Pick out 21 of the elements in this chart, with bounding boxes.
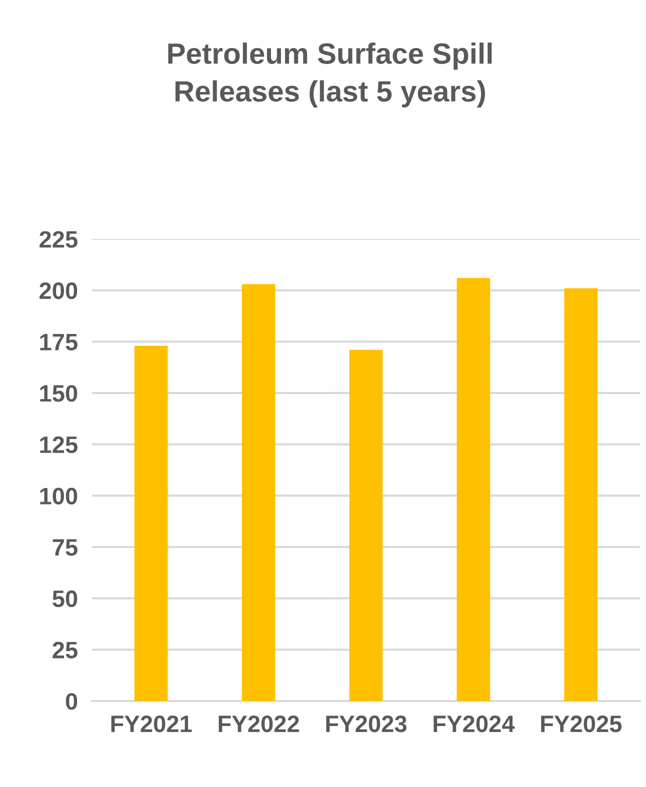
bar (242, 284, 276, 701)
y-tick-label: 50 (52, 590, 78, 608)
y-tick-label: 200 (40, 282, 78, 300)
x-tick-label: FY2021 (111, 716, 192, 732)
bar (456, 278, 490, 701)
bar (349, 350, 383, 701)
y-tick-label: 75 (52, 539, 78, 556)
y-tick-label: 0 (66, 693, 78, 710)
y-tick-label: 175 (40, 334, 78, 350)
chart-title: Petroleum Surface Spill Releases (last 5 years) (168, 42, 492, 108)
y-tick-label: 125 (40, 436, 78, 454)
y-tick-label: 225 (40, 231, 78, 248)
x-tick-label: FY2025 (541, 716, 622, 732)
x-tick-label: FY2023 (326, 716, 406, 732)
bar (564, 288, 598, 701)
y-tick-label: 100 (40, 488, 78, 504)
x-tick-label: FY2024 (434, 716, 515, 732)
y-tick-label: 150 (40, 385, 78, 402)
x-tick-label: FY2022 (218, 716, 299, 732)
y-tick-label: 25 (52, 642, 78, 658)
bar (134, 346, 168, 701)
